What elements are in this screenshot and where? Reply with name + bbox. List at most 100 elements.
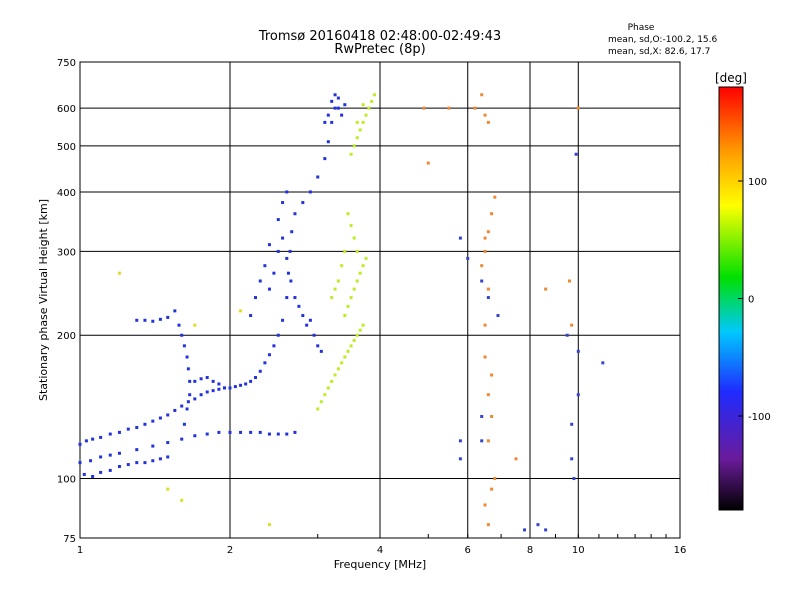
data-point — [143, 318, 147, 322]
data-point — [330, 379, 334, 383]
data-point — [480, 93, 484, 97]
data-point — [355, 120, 359, 124]
data-point — [544, 528, 548, 532]
x-tick-label: 4 — [377, 545, 383, 556]
data-point — [285, 296, 289, 300]
data-point — [565, 333, 569, 337]
data-point — [333, 373, 337, 377]
data-point — [276, 432, 280, 436]
data-point — [228, 430, 232, 434]
data-point — [486, 120, 490, 124]
data-point — [336, 96, 340, 100]
data-point — [193, 323, 197, 327]
data-point — [285, 256, 289, 260]
data-point — [263, 264, 267, 268]
x-tick-label: 6 — [465, 545, 471, 556]
data-point — [367, 106, 371, 110]
data-point — [217, 430, 221, 434]
x-tick-label: 8 — [527, 545, 533, 556]
data-point — [239, 383, 243, 387]
data-point — [180, 404, 184, 408]
chart-subtitle: RwPretec (8p) — [334, 42, 425, 57]
data-point — [336, 279, 340, 283]
data-point — [267, 523, 271, 527]
data-point — [193, 379, 197, 383]
data-point — [361, 120, 365, 124]
data-point — [166, 441, 170, 445]
data-point — [182, 344, 186, 348]
data-point — [490, 373, 494, 377]
data-point — [346, 349, 350, 353]
data-point — [333, 93, 337, 97]
data-point — [486, 296, 490, 300]
data-point — [466, 256, 470, 260]
data-point — [486, 287, 490, 291]
data-point — [343, 314, 347, 318]
data-point — [576, 393, 580, 397]
y-tick-label: 300 — [57, 247, 76, 258]
data-point — [370, 99, 374, 103]
data-point — [326, 113, 330, 117]
data-point — [89, 459, 93, 463]
data-point — [258, 279, 262, 283]
data-point — [158, 457, 162, 461]
data-point — [211, 389, 215, 393]
y-axis-ticks: 75 100 200 300 400 500 600 750 — [57, 58, 76, 545]
data-point — [305, 323, 309, 327]
y-tick-label: 500 — [57, 142, 76, 153]
data-point — [355, 279, 359, 283]
data-point — [349, 296, 353, 300]
data-point — [340, 113, 344, 117]
data-point — [352, 144, 356, 148]
data-point — [343, 249, 347, 253]
data-point — [143, 461, 147, 465]
data-point — [576, 106, 580, 110]
data-point — [536, 523, 540, 527]
data-point — [281, 201, 285, 205]
grid-lines — [80, 62, 680, 538]
data-point — [570, 323, 574, 327]
data-point — [490, 487, 494, 491]
data-point — [91, 437, 95, 441]
data-point — [285, 432, 289, 436]
data-point — [297, 304, 301, 308]
data-point — [493, 477, 497, 481]
data-point — [336, 367, 340, 371]
y-tick-label: 750 — [57, 58, 76, 69]
data-point — [263, 361, 267, 365]
data-point — [308, 190, 312, 194]
data-point — [135, 461, 139, 465]
data-point — [117, 464, 121, 468]
data-point — [361, 103, 365, 107]
stats-heading: Phase — [628, 23, 655, 33]
data-point — [330, 296, 334, 300]
data-point — [301, 201, 305, 205]
data-point — [228, 386, 232, 390]
y-tick-label: 200 — [57, 331, 76, 342]
data-point — [458, 439, 462, 443]
data-point — [233, 385, 237, 389]
colorbar-tick-label: 0 — [748, 295, 754, 306]
data-point — [185, 355, 189, 359]
data-point — [239, 430, 243, 434]
data-point — [316, 344, 320, 348]
data-point — [249, 430, 253, 434]
data-point — [166, 413, 170, 417]
data-point — [293, 296, 297, 300]
y-tick-label: 75 — [63, 534, 76, 545]
data-point — [458, 457, 462, 461]
data-point — [523, 528, 527, 532]
data-point — [186, 400, 190, 404]
x-tick-label: 2 — [227, 545, 233, 556]
data-point — [188, 393, 192, 397]
data-point — [258, 430, 262, 434]
data-point — [108, 453, 112, 457]
data-point — [570, 422, 574, 426]
data-point — [473, 106, 477, 110]
data-point — [99, 470, 103, 474]
data-point — [358, 271, 362, 275]
data-point — [272, 344, 276, 348]
data-point — [330, 99, 334, 103]
data-point — [223, 386, 227, 390]
x-tick-label: 16 — [674, 545, 687, 556]
